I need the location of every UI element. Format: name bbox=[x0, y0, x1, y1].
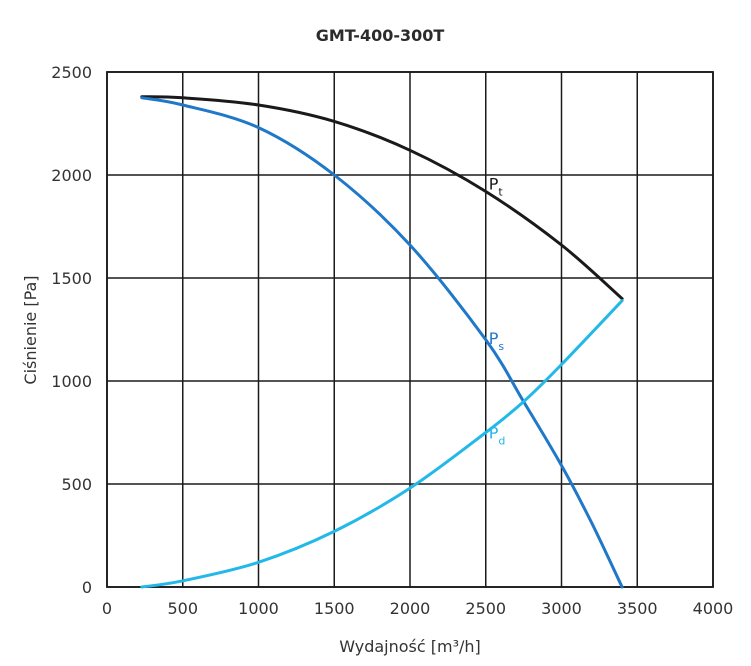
x-tick-label: 500 bbox=[167, 599, 198, 618]
x-tick-label: 1000 bbox=[238, 599, 279, 618]
y-tick-label: 2000 bbox=[51, 166, 92, 185]
x-tick-label: 2000 bbox=[390, 599, 431, 618]
x-axis-label: Wydajność [m³/h] bbox=[339, 637, 481, 656]
curve-label-ps: Ps bbox=[489, 329, 505, 353]
curves bbox=[140, 95, 624, 589]
curve-pd bbox=[140, 299, 624, 589]
y-tick-label: 1000 bbox=[51, 372, 92, 391]
y-axis-label: Ciśnienie [Pa] bbox=[21, 275, 40, 384]
y-tick-label: 500 bbox=[61, 475, 92, 494]
y-tick-label: 1500 bbox=[51, 269, 92, 288]
tick-labels: 0 500 1000 1500 2000 2500 3000 3500 4000 0 500 1000… bbox=[51, 63, 733, 618]
x-tick-label: 4000 bbox=[693, 599, 734, 618]
curve-labels: Pt Ps Pd bbox=[489, 174, 506, 447]
curve-ps bbox=[140, 96, 624, 589]
x-tick-label: 3500 bbox=[617, 599, 658, 618]
curve-label-pt: Pt bbox=[489, 174, 504, 198]
y-tick-label: 2500 bbox=[51, 63, 92, 82]
curve-pt bbox=[140, 95, 624, 301]
x-tick-label: 1500 bbox=[314, 599, 355, 618]
chart-title: GMT-400-300T bbox=[316, 26, 445, 45]
x-tick-label: 2500 bbox=[465, 599, 506, 618]
grid bbox=[106, 71, 714, 588]
x-tick-label: 0 bbox=[102, 599, 112, 618]
y-tick-label: 0 bbox=[82, 578, 92, 597]
curve-label-pd: Pd bbox=[489, 424, 506, 448]
x-tick-label: 3000 bbox=[541, 599, 582, 618]
plot-frame bbox=[106, 71, 714, 588]
